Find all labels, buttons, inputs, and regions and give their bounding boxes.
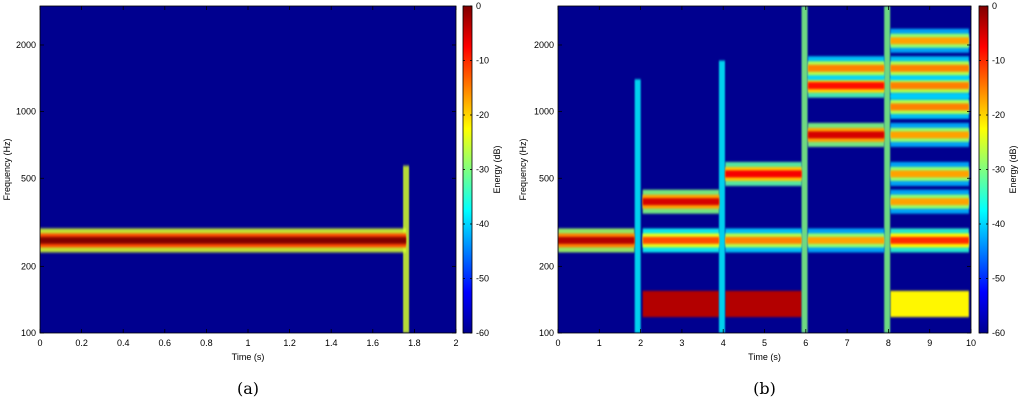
harmonic-band	[890, 170, 969, 178]
x-tick-label: 1	[245, 338, 250, 348]
harmonic-band	[890, 236, 969, 244]
colorbar-tick-label: -50	[476, 274, 489, 284]
x-axis-label-b: Time (s)	[748, 352, 781, 362]
colorbar-tick-label: -30	[992, 165, 1005, 175]
harmonic-band	[807, 236, 885, 244]
y-ticks-b: 100 200 500 1000 2000	[534, 40, 971, 338]
harmonic-band	[890, 131, 969, 139]
colorbar-tick-label: -10	[992, 56, 1005, 66]
x-ticks-b: 0 1 2 3 4 5 6 7 8 9 10	[555, 6, 976, 348]
energy-region	[890, 290, 969, 318]
energy-region	[642, 290, 720, 318]
spectrogram-marks-b	[558, 6, 969, 333]
y-tick-label: 500	[21, 173, 36, 183]
colorbar-tick-label: -50	[992, 274, 1005, 284]
x-tick-label: 1	[597, 338, 602, 348]
colorbar-ticks-b: 0 -10 -20 -30 -40 -50 -60	[979, 1, 1005, 338]
harmonic-band	[642, 236, 720, 244]
harmonic-band	[890, 198, 969, 206]
x-tick-label: 6	[803, 338, 808, 348]
onset-transient	[634, 79, 641, 333]
spectrogram-marks-a	[40, 165, 410, 333]
x-tick-label: 2	[453, 338, 458, 348]
plot-area-a	[40, 6, 456, 333]
y-tick-label: 1000	[16, 107, 36, 117]
spectrogram-panel-a: 0 0.2 0.4 0.6 0.8 1 1.2 1.4 1.6 1.8 2 100200500100…	[2, 1, 502, 398]
x-tick-label: 0	[37, 338, 42, 348]
y-tick-label: 1000	[534, 107, 554, 117]
colorbar-ticks-a: 0 -10 -20 -30 -40 -50 -60	[463, 1, 489, 338]
panel-caption-b: (b)	[753, 379, 776, 398]
x-tick-label: 0	[555, 338, 560, 348]
y-axis-label-a: Frequency (Hz)	[2, 138, 12, 200]
onset-transient	[718, 60, 725, 333]
x-tick-label: 1.8	[408, 338, 421, 348]
colorbar-tick-label: 0	[992, 1, 997, 11]
harmonic-band	[725, 170, 802, 178]
y-axis-label-b: Frequency (Hz)	[518, 138, 528, 200]
colorbar-tick-label: -20	[476, 110, 489, 120]
x-tick-label: 0.6	[159, 338, 172, 348]
colorbar-tick-label: -40	[992, 219, 1005, 229]
harmonic-band	[890, 82, 969, 90]
colorbar-tick-label: -30	[476, 165, 489, 175]
harmonic-band	[725, 236, 802, 244]
x-tick-label: 8	[886, 338, 891, 348]
x-tick-label: 4	[721, 338, 726, 348]
x-tick-label: 5	[762, 338, 767, 348]
y-tick-label: 200	[539, 261, 554, 271]
y-tick-label: 2000	[16, 40, 36, 50]
x-tick-label: 7	[845, 338, 850, 348]
y-tick-label: 2000	[534, 40, 554, 50]
harmonic-band	[807, 82, 885, 90]
harmonic-band	[642, 198, 720, 206]
energy-region	[725, 290, 802, 318]
x-axis-label-a: Time (s)	[232, 352, 265, 362]
colorbar-tick-label: -20	[992, 110, 1005, 120]
harmonic-band	[890, 103, 969, 111]
colorbar-tick-label: -60	[992, 328, 1005, 338]
x-tick-label: 2	[638, 338, 643, 348]
x-tick-label: 9	[927, 338, 932, 348]
harmonic-band	[807, 64, 885, 72]
harmonic-band	[890, 37, 969, 45]
x-tick-label: 0.4	[117, 338, 130, 348]
onset-transient	[801, 6, 808, 333]
x-ticks-a: 0 0.2 0.4 0.6 0.8 1 1.2 1.4 1.6 1.8 2	[37, 6, 459, 348]
y-ticks-a: 100 200 500 1000 2000	[16, 40, 456, 338]
harmonic-band	[558, 236, 635, 244]
colorbar-tick-label: -60	[476, 328, 489, 338]
x-tick-label: 10	[966, 338, 976, 348]
y-tick-label: 100	[21, 328, 36, 338]
harmonic-band	[807, 131, 885, 139]
x-tick-label: 1.2	[283, 338, 296, 348]
colorbar-tick-label: 0	[476, 1, 481, 11]
y-tick-label: 200	[21, 261, 36, 271]
colorbar-tick-label: -10	[476, 56, 489, 66]
y-tick-label: 500	[539, 173, 554, 183]
x-tick-label: 0.8	[200, 338, 213, 348]
x-tick-label: 1.6	[367, 338, 380, 348]
x-tick-label: 3	[679, 338, 684, 348]
x-tick-label: 1.4	[325, 338, 338, 348]
panel-caption-a: (a)	[237, 379, 259, 398]
colorbar-label-a: Energy (dB)	[492, 145, 502, 193]
y-tick-label: 100	[539, 328, 554, 338]
harmonic-band	[890, 64, 969, 72]
x-tick-label: 0.2	[75, 338, 88, 348]
colorbar-tick-label: -40	[476, 219, 489, 229]
harmonic-band	[40, 236, 407, 244]
colorbar-label-b: Energy (dB)	[1008, 145, 1018, 193]
onset-transient	[884, 6, 891, 333]
